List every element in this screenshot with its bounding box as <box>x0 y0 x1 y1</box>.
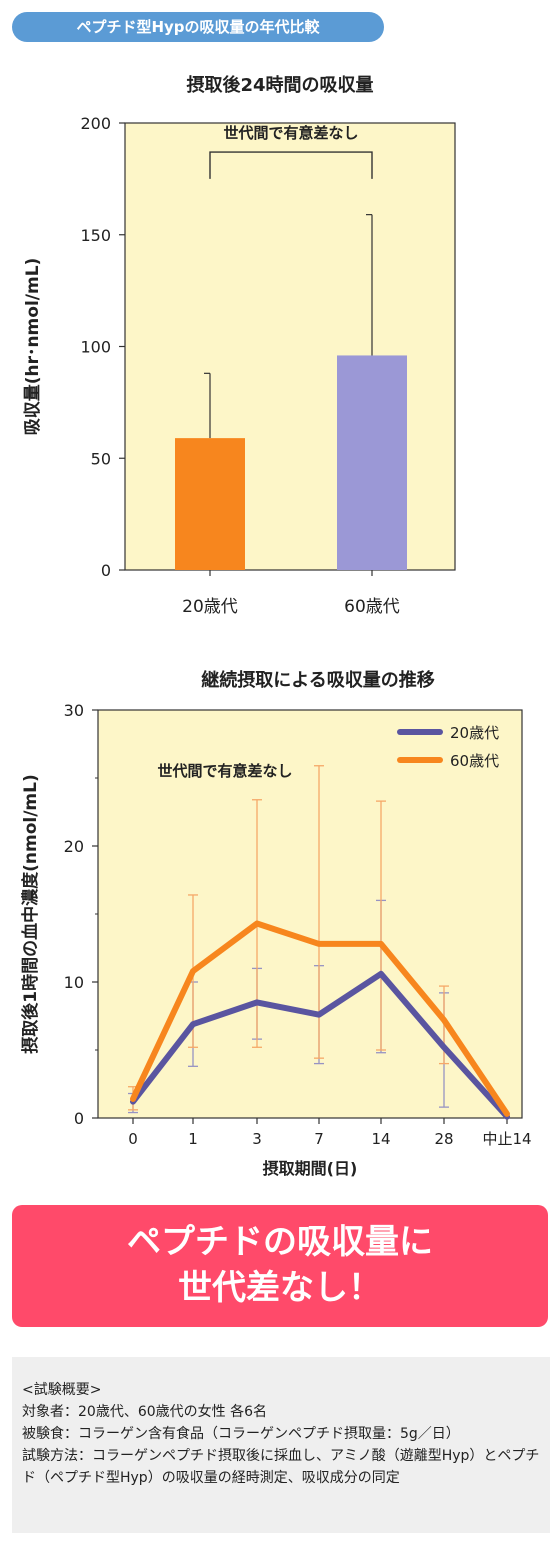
chart-title: 継続摂取による吸収量の推移 <box>201 669 434 691</box>
x-tick-label: 1 <box>188 1130 198 1148</box>
x-tick-label: 14 <box>371 1130 390 1148</box>
x-tick-label: 7 <box>314 1130 324 1148</box>
conclusion-banner: ペプチドの吸収量に 世代差なし！ <box>12 1205 548 1327</box>
significance-bracket <box>209 151 373 179</box>
banner-line-2: 世代差なし！ <box>178 1268 382 1308</box>
y-tick-label: 30 <box>64 701 84 720</box>
x-tick-label: 20歳代 <box>182 597 238 617</box>
y-tick-label: 150 <box>80 226 111 245</box>
y-axis-label: 吸収量(hr･nmol/mL) <box>22 258 43 436</box>
banner-line-1: ペプチドの吸収量に <box>127 1222 433 1262</box>
bar-20s <box>175 438 245 570</box>
series-line-60s <box>130 920 510 1117</box>
annotation-text: 世代間で有意差なし <box>157 762 292 780</box>
annotation-text: 世代間で有意差なし <box>223 124 358 142</box>
y-tick-label: 200 <box>80 114 111 133</box>
plot-area <box>97 709 523 1119</box>
y-tick-label: 10 <box>64 973 84 992</box>
x-tick-label: 60歳代 <box>344 597 400 617</box>
legend-label: 60歳代 <box>450 752 499 770</box>
x-tick-label: 3 <box>252 1130 262 1148</box>
legend-label: 20歳代 <box>450 724 499 742</box>
summary-line: 対象者：20歳代、60歳代の女性 各6名 <box>22 1404 267 1420</box>
y-tick-label: 50 <box>91 449 111 468</box>
bar-60s <box>337 355 407 570</box>
x-tick-label: 28 <box>434 1130 453 1148</box>
y-tick-label: 100 <box>80 338 111 357</box>
x-tick-label: 0 <box>128 1130 138 1148</box>
series-line-20s <box>130 970 510 1120</box>
continuous-intake-line-chart: 継続摂取による吸収量の推移0102030摂取後1時間の血中濃度(nmol/mL)… <box>20 669 532 1178</box>
y-axis-label: 摂取後1時間の血中濃度(nmol/mL) <box>20 774 41 1053</box>
study-summary: <試験概要> 対象者：20歳代、60歳代の女性 各6名 被験食：コラーゲン含有食… <box>12 1357 550 1533</box>
section-tag: ペプチド型Hypの吸収量の年代比較 <box>12 12 384 42</box>
summary-line: 被験食：コラーゲン含有食品（コラーゲンペプチド摂取量：5g／日） <box>22 1426 460 1442</box>
absorption-24h-bar-chart: 摂取後24時間の吸収量 0 50 100 150 200 吸収量(hr･nmol/mL) 20… <box>22 74 456 617</box>
x-axis-label: 摂取期間(日) <box>263 1159 358 1178</box>
chart-title: 摂取後24時間の吸収量 <box>186 74 373 96</box>
x-tick-label: 中止14 <box>482 1130 531 1148</box>
y-tick-label: 20 <box>64 837 84 856</box>
y-tick-label: 0 <box>101 561 111 580</box>
y-tick-label: 0 <box>74 1109 84 1128</box>
summary-line: 試験方法：コラーゲンペプチド摂取後に採血し、アミノ酸（遊離型Hyp）とペプチド（… <box>22 1448 540 1486</box>
summary-heading: <試験概要> <box>22 1382 102 1398</box>
